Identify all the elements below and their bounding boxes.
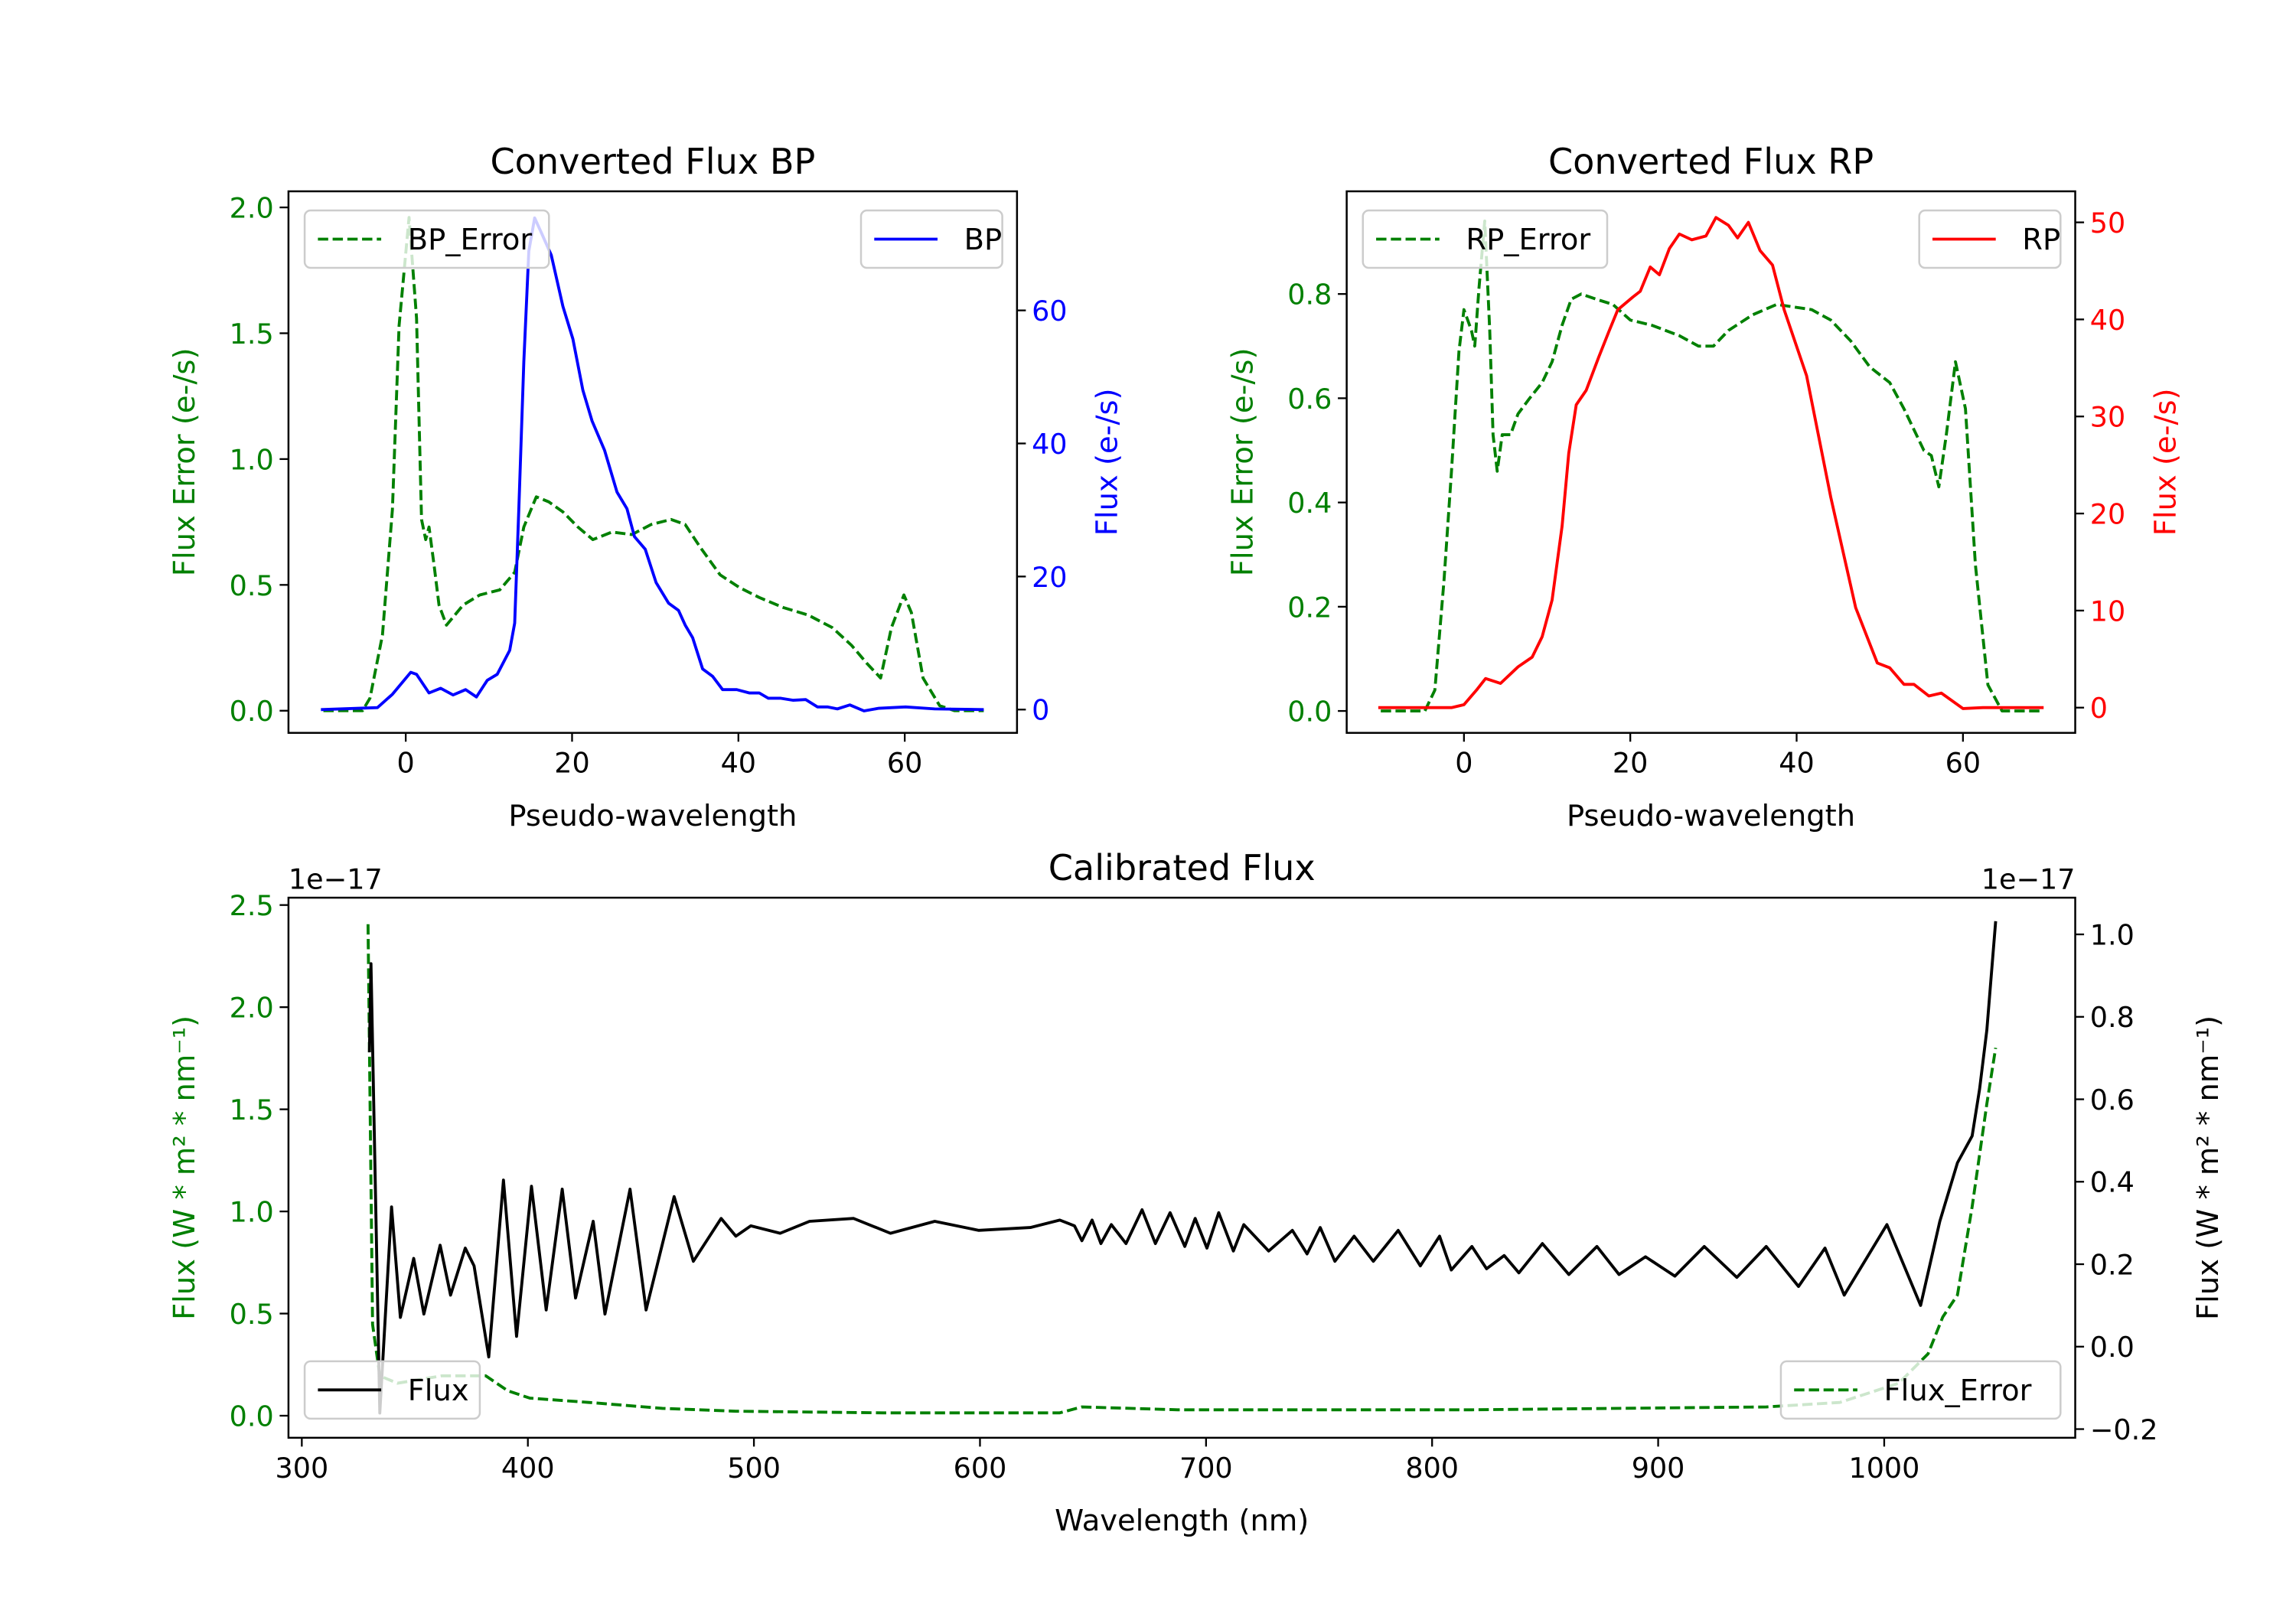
legend-bp: BP — [859, 209, 1003, 269]
legend-flux: Flux — [303, 1360, 481, 1420]
y-left-tick-label: 2.0 — [230, 992, 274, 1025]
y-right-tick-label: 40 — [1032, 428, 1067, 461]
y-left-tick-label: 2.5 — [230, 889, 274, 922]
y-left-axis-label: Flux Error (e-/s) — [1226, 348, 1261, 577]
y-left-tick-label: 0.5 — [230, 569, 274, 602]
y-right-tick-label: 30 — [2090, 401, 2125, 434]
x-axis-label: Pseudo-wavelength — [1567, 799, 1855, 833]
x-axis-label: Wavelength (nm) — [1055, 1504, 1309, 1538]
x-tick-label: 300 — [275, 1452, 328, 1485]
y-right-tick-label: 10 — [2090, 595, 2125, 627]
x-tick-label: 60 — [887, 747, 922, 780]
y-left-axis-label: Flux Error (e-/s) — [168, 348, 202, 577]
y-right-tick-label: 0.2 — [2090, 1248, 2135, 1281]
y-right-tick-label: 0.8 — [2090, 1001, 2135, 1034]
x-tick-label: 500 — [727, 1452, 781, 1485]
x-tick-label: 1000 — [1848, 1452, 1919, 1485]
x-tick-label: 60 — [1945, 747, 1981, 780]
chart-title: Converted Flux BP — [490, 141, 815, 182]
y-left-axis-label: Flux (W * m² * nm⁻¹) — [168, 1015, 202, 1320]
y-right-tick-label: 40 — [2090, 304, 2125, 337]
legend-box — [1779, 1360, 2062, 1420]
x-tick-label: 400 — [501, 1452, 555, 1485]
y-right-tick-label: 60 — [1032, 295, 1067, 328]
legend-flux-error: Flux_Error — [1779, 1360, 2062, 1420]
y-left-tick-label: 1.0 — [230, 443, 274, 476]
y-right-tick-label: 50 — [2090, 207, 2125, 240]
y-left-tick-label: 0.8 — [1287, 279, 1332, 311]
y-right-tick-label: 1.0 — [2090, 918, 2135, 951]
series-line-flux — [367, 921, 1998, 1415]
x-axis-label: Pseudo-wavelength — [508, 799, 797, 833]
y-right-axis-label: Flux (W * m² * nm⁻¹) — [2191, 1015, 2226, 1320]
y-left-tick-label: 1.5 — [230, 318, 274, 350]
y-right-tick-label: 0 — [1032, 694, 1049, 727]
y-left-tick-label: 0.5 — [230, 1298, 274, 1331]
y-left-tick-label: 1.0 — [230, 1196, 274, 1229]
y-right-tick-label: 0.0 — [2090, 1331, 2135, 1364]
y-left-tick-label: 1.5 — [230, 1094, 274, 1126]
legend-rp-error: RP_Error — [1362, 209, 1609, 269]
x-tick-label: 600 — [954, 1452, 1007, 1485]
x-tick-label: 20 — [554, 747, 589, 780]
y-right-tick-label: 20 — [2090, 498, 2125, 531]
axes-frame — [1345, 190, 2076, 734]
legend-box — [303, 209, 550, 269]
x-tick-label: 40 — [1779, 747, 1814, 780]
legend-bp-error: BP_Error — [303, 209, 550, 269]
y-right-axis-label: Flux (e-/s) — [2148, 389, 2183, 536]
legend-label: Flux_Error — [1884, 1374, 2032, 1408]
y-left-tick-label: 0.0 — [1287, 696, 1332, 729]
legend-label: BP — [964, 223, 1003, 257]
x-tick-label: 0 — [397, 747, 415, 780]
y-right-tick-label: 0.6 — [2090, 1084, 2135, 1116]
series-line-bp — [321, 216, 984, 712]
y-right-tick-label: −0.2 — [2090, 1413, 2158, 1446]
legend-box — [303, 1360, 481, 1420]
y-right-offset-text: 1e−17 — [1981, 863, 2076, 896]
legend-label: RP_Error — [1466, 223, 1590, 257]
y-left-tick-label: 0.4 — [1287, 487, 1332, 520]
x-tick-label: 900 — [1632, 1452, 1685, 1485]
series-line-rp-error — [1381, 219, 2044, 712]
y-right-tick-label: 0.4 — [2090, 1166, 2135, 1199]
y-right-tick-label: 20 — [1032, 561, 1067, 594]
subplot-converted-flux-rp: 0 20 40 60 0.0 0.2 0.4 0.6 0.8 0 10 20 30 40 50 Convert… — [1226, 141, 2183, 833]
series-line-bp-error — [323, 216, 984, 712]
legend-label: Flux — [408, 1374, 469, 1408]
y-left-tick-label: 0.0 — [230, 1400, 274, 1433]
legend-box — [1362, 209, 1609, 269]
y-left-offset-text: 1e−17 — [289, 863, 383, 896]
legend-rp: RP — [1918, 209, 2062, 269]
y-right-axis-label: Flux (e-/s) — [1091, 389, 1125, 536]
y-left-tick-label: 0.6 — [1287, 383, 1332, 416]
legend-label: BP_Error — [408, 223, 533, 257]
axes-frame — [287, 896, 2076, 1439]
y-left-tick-label: 0.2 — [1287, 591, 1332, 624]
x-tick-label: 700 — [1179, 1452, 1233, 1485]
subplot-converted-flux-bp: 0 20 40 60 0.0 0.5 1.0 1.5 2.0 0 20 40 60 Converted F… — [168, 141, 1125, 833]
series-line-rp — [1378, 216, 2044, 710]
y-left-tick-label: 2.0 — [230, 192, 274, 225]
chart-title: Calibrated Flux — [1049, 847, 1316, 888]
y-right-tick-label: 0 — [2090, 692, 2108, 725]
chart-title: Converted Flux RP — [1548, 141, 1874, 182]
subplot-calibrated-flux: 300 400 500 600 700 800 900 1000 0.0 0.5 1.0 1.5 2.0… — [168, 847, 2226, 1538]
x-tick-label: 0 — [1455, 747, 1473, 780]
axes-frame — [287, 190, 1019, 734]
x-tick-label: 20 — [1613, 747, 1648, 780]
x-tick-label: 800 — [1405, 1452, 1459, 1485]
legend-label: RP — [2022, 223, 2060, 257]
x-tick-label: 40 — [721, 747, 756, 780]
y-left-tick-label: 0.0 — [230, 695, 274, 728]
